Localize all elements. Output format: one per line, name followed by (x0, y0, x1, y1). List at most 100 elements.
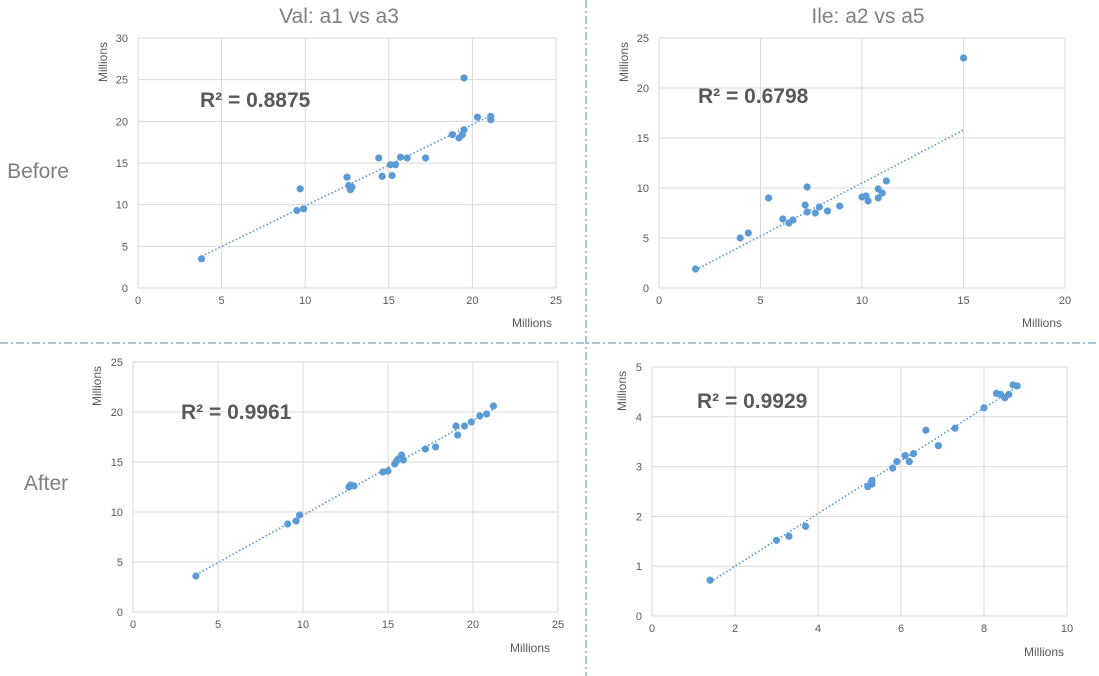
x-axis-label: Millions (512, 316, 552, 330)
y-tick-label: 25 (111, 357, 123, 369)
data-point (384, 467, 392, 475)
data-point (197, 255, 206, 263)
chart-title: Val: a1 vs a3 (279, 5, 399, 28)
x-tick-label: 5 (757, 295, 763, 307)
data-point (296, 511, 304, 519)
data-point (292, 517, 300, 525)
data-point (901, 452, 909, 460)
data-point (460, 422, 469, 430)
r-squared-label: R² = 0.6798 (698, 85, 809, 108)
y-tick-label: 20 (637, 83, 649, 95)
data-point (905, 458, 913, 466)
y-tick-label: 10 (116, 200, 128, 212)
data-point (980, 404, 988, 412)
r-squared-label: R² = 0.8875 (200, 89, 311, 112)
data-point (378, 172, 386, 180)
y-axis-label: Millions (617, 42, 631, 82)
y-tick-label: 25 (637, 33, 649, 45)
y-tick-label: 5 (643, 233, 649, 245)
x-tick-label: 5 (219, 295, 225, 307)
x-tick-label: 25 (552, 619, 564, 631)
data-point (396, 153, 405, 161)
data-point (864, 197, 872, 205)
data-point (299, 205, 308, 213)
data-point (1005, 390, 1013, 398)
data-point (882, 177, 890, 185)
data-point (421, 154, 430, 162)
x-tick-label: 0 (135, 295, 141, 307)
x-tick-label: 6 (898, 623, 904, 635)
data-point (836, 202, 844, 210)
data-point (421, 445, 429, 453)
y-tick-label: 3 (636, 462, 642, 474)
chart-title: Ile: a2 vs a5 (811, 5, 924, 28)
data-point (811, 209, 819, 217)
data-point (1013, 382, 1021, 390)
data-point (815, 203, 823, 211)
x-tick-label: 10 (856, 295, 868, 307)
x-tick-label: 15 (383, 295, 395, 307)
y-tick-label: 15 (116, 158, 128, 170)
data-point (460, 74, 468, 82)
data-point (951, 424, 959, 432)
y-axis-label: Millions (615, 371, 629, 411)
data-point (789, 216, 797, 224)
data-point (772, 536, 781, 544)
y-tick-label: 15 (637, 133, 649, 145)
y-tick-label: 10 (111, 507, 123, 519)
y-tick-label: 20 (116, 116, 128, 128)
data-point (893, 458, 901, 466)
trendline (695, 129, 964, 271)
y-tick-label: 4 (636, 412, 642, 424)
x-axis-label: Millions (1024, 645, 1064, 659)
data-point (874, 194, 882, 202)
y-tick-label: 20 (111, 407, 123, 419)
data-point (452, 422, 460, 430)
data-point (296, 185, 304, 193)
data-point (476, 412, 484, 420)
data-point (467, 418, 475, 426)
data-point (489, 402, 497, 410)
y-tick-label: 5 (122, 241, 128, 253)
data-point (343, 173, 351, 181)
y-tick-label: 2 (636, 511, 642, 523)
data-point (483, 410, 491, 418)
y-tick-label: 15 (111, 457, 123, 469)
x-tick-label: 8 (981, 623, 987, 635)
x-tick-label: 15 (957, 295, 969, 307)
row-label-after: After (24, 472, 68, 495)
data-point (399, 456, 407, 464)
x-tick-label: 20 (1059, 295, 1071, 307)
y-axis-label: Millions (96, 42, 110, 82)
data-point (386, 161, 395, 169)
data-point (473, 113, 482, 121)
x-tick-label: 0 (656, 295, 662, 307)
x-tick-label: 0 (649, 623, 655, 635)
x-tick-label: 10 (297, 619, 309, 631)
data-point (293, 206, 301, 215)
data-point (785, 532, 793, 540)
y-tick-label: 0 (636, 611, 642, 623)
x-tick-label: 5 (215, 619, 221, 631)
data-point (388, 171, 396, 180)
x-tick-label: 15 (382, 619, 394, 631)
y-tick-label: 5 (636, 362, 642, 374)
y-tick-label: 1 (636, 561, 642, 573)
x-axis-label: Millions (510, 641, 550, 655)
data-point (460, 126, 468, 134)
data-point (803, 208, 811, 216)
data-point (934, 442, 942, 450)
trendline (709, 386, 1018, 583)
data-point (959, 54, 968, 62)
data-point (192, 572, 200, 580)
y-tick-label: 0 (643, 283, 649, 295)
y-tick-label: 0 (117, 607, 123, 619)
x-tick-label: 25 (550, 295, 562, 307)
data-point (487, 112, 495, 120)
data-point (448, 131, 456, 139)
data-point (878, 189, 886, 197)
data-point (432, 443, 440, 451)
x-tick-label: 0 (130, 619, 136, 631)
row-label-before: Before (7, 160, 69, 183)
